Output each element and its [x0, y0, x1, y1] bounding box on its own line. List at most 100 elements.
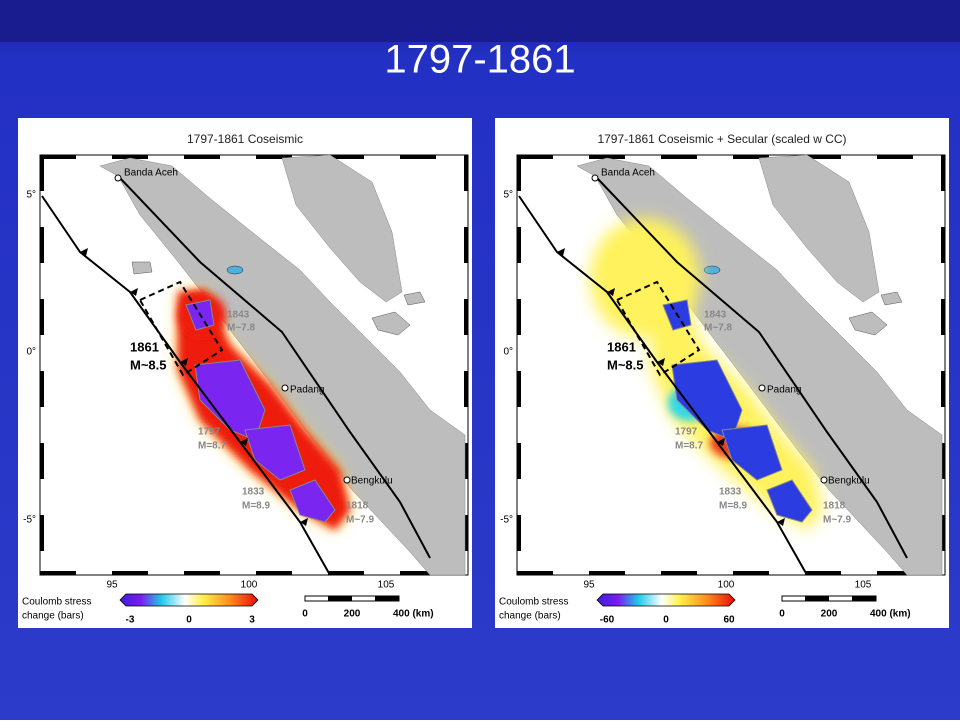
lake [703, 265, 721, 275]
scale-tick-label: 0 [779, 609, 785, 620]
trench-tooth [717, 438, 725, 446]
city-label: Bengkulu [351, 476, 393, 487]
rupture-box [615, 280, 701, 377]
city-label: Padang [290, 385, 324, 396]
stress-negative [289, 479, 336, 523]
event-year: 1797 [198, 427, 221, 438]
colorbar-tick-label: 0 [663, 615, 669, 626]
frame-tick [941, 299, 945, 335]
frame-tick [464, 299, 468, 335]
frame-tick [40, 443, 44, 479]
city-marker [591, 174, 599, 182]
trench-tooth [130, 288, 138, 296]
latitude-label: 5° [503, 190, 513, 201]
slide-title: 1797-1861 [384, 38, 575, 82]
frame-tick [40, 227, 44, 263]
event-year: 1833 [719, 487, 742, 498]
island [880, 291, 903, 306]
frame-tick [877, 155, 913, 159]
frame-tick [184, 155, 220, 159]
frame-tick [464, 227, 468, 263]
event-year: 1843 [704, 310, 727, 321]
city-marker [281, 384, 289, 392]
trench-tooth [80, 248, 88, 256]
fault [596, 177, 908, 559]
frame-tick [517, 443, 521, 479]
frame-tick [517, 155, 521, 191]
scale-tick-label: 200 [344, 609, 361, 620]
frame-tick [589, 155, 625, 159]
frame-tick [805, 571, 841, 575]
event-magnitude: M~7.8 [227, 323, 256, 334]
frame-tick [400, 155, 436, 159]
colorbar [119, 593, 259, 607]
city-marker [343, 476, 351, 484]
city-label: Bengkulu [828, 476, 870, 487]
event-year: 1833 [242, 487, 265, 498]
trench-tooth [240, 438, 248, 446]
frame-tick [40, 371, 44, 407]
scale-tick-label: 400 (km) [870, 609, 911, 620]
longitude-label: 100 [718, 580, 735, 591]
frame-tick [733, 571, 769, 575]
map-panel: 1797-1861 Coseismic Banda Aceh Padang Bengk… [18, 118, 472, 628]
city-label: Padang [767, 385, 801, 396]
frame-tick [733, 155, 769, 159]
rupture-box [138, 280, 224, 377]
frame-tick [517, 299, 521, 335]
scale-tick-label: 0 [302, 609, 308, 620]
panel-title: 1797-1861 Coseismic [187, 132, 303, 146]
event-magnitude: M=8.9 [242, 501, 271, 512]
colorbar-label: Coulomb stress [499, 597, 568, 608]
city-label: Banda Aceh [601, 168, 655, 179]
frame-tick [941, 155, 945, 191]
longitude-label: 95 [106, 580, 118, 591]
event-year: 1861 [130, 339, 159, 354]
trench-tooth [557, 248, 565, 256]
trench-tooth [300, 518, 308, 526]
frame-tick [589, 571, 625, 575]
frame-tick [40, 155, 44, 191]
event-magnitude: M~8.5 [607, 357, 644, 372]
frame-tick [400, 571, 436, 575]
colorbar-tick-label: -3 [126, 615, 135, 626]
frame-tick [112, 155, 148, 159]
frame-tick [464, 371, 468, 407]
trench-tooth [180, 358, 188, 366]
event-magnitude: M=8.9 [719, 501, 748, 512]
event-year: 1818 [346, 501, 369, 512]
frame-tick [40, 515, 44, 551]
latitude-label: 0° [26, 347, 36, 358]
colorbar-tick-label: 60 [723, 615, 735, 626]
event-magnitude: M~7.8 [704, 323, 733, 334]
frame-tick [517, 155, 553, 159]
panel-title: 1797-1861 Coseismic + Secular (scaled w … [597, 132, 846, 146]
frame-tick [328, 571, 364, 575]
frame-tick [40, 299, 44, 335]
frame-tick [328, 155, 364, 159]
longitude-label: 100 [241, 580, 258, 591]
longitude-label: 105 [378, 580, 395, 591]
frame-tick [941, 371, 945, 407]
colorbar-label: change (bars) [22, 611, 84, 622]
header-band [0, 0, 960, 42]
city-marker [114, 174, 122, 182]
event-year: 1818 [823, 501, 846, 512]
frame-tick [661, 571, 697, 575]
colorbar [596, 593, 736, 607]
land [99, 157, 466, 576]
lake [226, 265, 244, 275]
event-magnitude: M~8.5 [130, 357, 167, 372]
event-magnitude: M=8.7 [675, 441, 704, 452]
latitude-label: -5° [500, 515, 513, 526]
city-marker [758, 384, 766, 392]
event-year: 1797 [675, 427, 698, 438]
colorbar-label: Coulomb stress [22, 597, 91, 608]
frame-tick [464, 515, 468, 551]
frame-tick [661, 155, 697, 159]
colorbar-tick-label: -60 [600, 615, 615, 626]
frame-tick [517, 571, 553, 575]
trench-tooth [607, 288, 615, 296]
longitude-label: 95 [583, 580, 595, 591]
